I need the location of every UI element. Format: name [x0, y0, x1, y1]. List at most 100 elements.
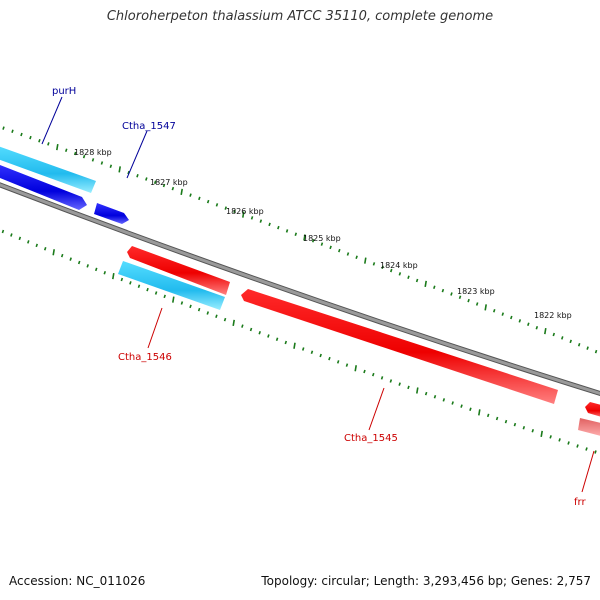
minor-tick	[495, 416, 499, 421]
ruler-label: 1826 kbp	[226, 207, 264, 216]
minor-tick	[389, 268, 393, 273]
minor-tick	[136, 174, 139, 178]
minor-tick	[162, 183, 166, 188]
minor-tick	[380, 376, 384, 380]
major-tick	[484, 304, 487, 311]
leader-line-frr	[581, 450, 595, 493]
gene-label-ctha-1547[interactable]: Ctha_1547	[122, 121, 176, 132]
minor-tick	[372, 262, 376, 266]
minor-tick	[355, 255, 358, 260]
minor-tick	[328, 356, 331, 361]
minor-tick	[189, 193, 192, 197]
minor-tick	[29, 135, 32, 140]
minor-tick	[284, 340, 288, 345]
minor-tick	[206, 311, 210, 315]
minor-tick	[249, 327, 253, 332]
ruler-label: 1824 kbp	[380, 261, 418, 270]
leader-line-ctha-1546	[147, 307, 163, 349]
minor-tick	[441, 288, 445, 293]
minor-tick	[363, 369, 366, 374]
minor-tick	[433, 285, 436, 289]
minor-tick	[577, 342, 581, 347]
minor-tick	[47, 142, 50, 146]
minor-tick	[285, 229, 289, 233]
minor-tick	[64, 148, 68, 153]
minor-tick	[415, 278, 419, 283]
ruler-label: 1822 kbp	[534, 311, 572, 320]
minor-tick	[458, 295, 462, 300]
minor-tick	[569, 339, 572, 344]
map-title: Chloroherpeton thalassium ATCC 35110, co…	[106, 9, 494, 24]
minor-tick	[20, 132, 23, 137]
minor-tick	[549, 435, 552, 439]
minor-tick	[346, 252, 350, 256]
minor-tick	[77, 260, 81, 265]
major-tick	[293, 342, 296, 349]
major-tick	[232, 319, 235, 327]
minor-tick	[163, 294, 166, 299]
minor-tick	[451, 401, 454, 405]
minor-tick	[469, 407, 472, 411]
major-tick	[242, 211, 245, 218]
gene-arrow-ctha-1545	[241, 289, 558, 404]
minor-tick	[527, 322, 530, 327]
leader-line-purH	[41, 96, 63, 145]
minor-tick	[275, 337, 279, 342]
minor-tick	[189, 304, 192, 309]
minor-tick	[197, 307, 201, 312]
gene-label-frr[interactable]: frr	[574, 497, 586, 508]
gene-arrow-ctha-1547	[94, 203, 129, 224]
minor-tick	[94, 267, 98, 272]
minor-tick	[258, 330, 261, 335]
gene-label-ctha-1546[interactable]: Ctha_1546	[118, 352, 172, 363]
minor-tick	[120, 277, 124, 282]
major-tick	[56, 143, 59, 151]
minor-tick	[501, 312, 505, 316]
minor-tick	[336, 360, 340, 364]
gene-arrow-purH	[0, 164, 87, 210]
major-tick	[118, 166, 121, 173]
ruler-label: 1827 kbp	[150, 178, 188, 187]
minor-tick	[338, 248, 341, 253]
minor-tick	[320, 242, 324, 246]
minor-tick	[73, 151, 77, 156]
minor-tick	[268, 222, 271, 227]
minor-tick	[18, 236, 22, 241]
minor-tick	[180, 301, 184, 305]
minor-tick	[531, 429, 535, 433]
major-tick	[540, 430, 543, 437]
minor-tick	[224, 206, 227, 210]
minor-tick	[146, 287, 149, 292]
minor-tick	[467, 298, 470, 303]
minor-tick	[398, 382, 401, 386]
minor-tick	[35, 243, 39, 248]
minor-tick	[433, 394, 437, 399]
minor-tick	[223, 317, 227, 322]
gene-label-purH[interactable]: purH	[52, 86, 76, 97]
minor-tick	[560, 336, 564, 340]
minor-tick	[301, 347, 305, 351]
minor-tick	[43, 247, 47, 251]
major-tick	[180, 188, 183, 196]
minor-tick	[109, 164, 113, 168]
gene-label-ctha-1545[interactable]: Ctha_1545	[344, 433, 398, 444]
minor-tick	[510, 315, 513, 320]
gene-arrow-light	[578, 418, 600, 436]
minor-tick	[585, 447, 588, 451]
minor-tick	[215, 314, 218, 319]
gc-feature-bar	[0, 146, 96, 193]
minor-tick	[145, 177, 148, 181]
minor-tick	[381, 265, 384, 269]
minor-tick	[372, 372, 375, 377]
minor-tick	[398, 272, 402, 276]
genome-summary-text: Topology: circular; Length: 3,293,456 bp…	[261, 574, 591, 588]
minor-tick	[11, 129, 14, 134]
accession-text: Accession: NC_011026	[9, 574, 146, 588]
minor-tick	[100, 161, 104, 165]
major-tick	[52, 249, 55, 256]
minor-tick	[137, 284, 141, 289]
minor-tick	[10, 233, 13, 237]
minor-tick	[558, 438, 561, 442]
minor-tick	[38, 139, 41, 143]
